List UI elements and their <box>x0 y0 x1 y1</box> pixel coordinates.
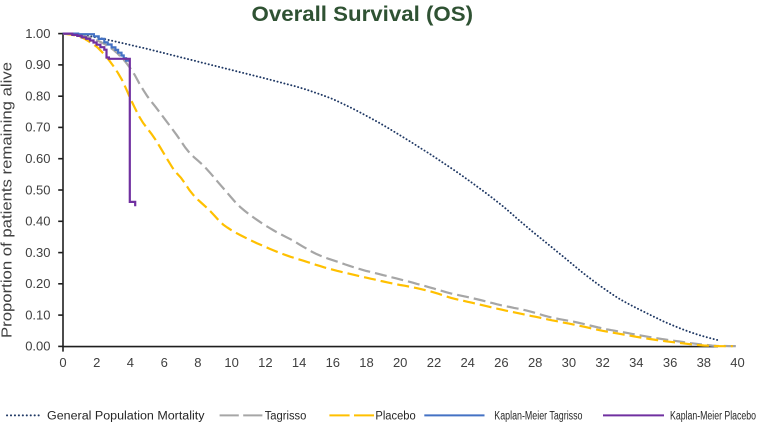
svg-text:0.50: 0.50 <box>25 182 50 197</box>
svg-text:26: 26 <box>494 355 508 370</box>
svg-text:18: 18 <box>359 355 373 370</box>
svg-text:0: 0 <box>59 355 66 370</box>
svg-text:40: 40 <box>730 355 744 370</box>
svg-text:0.20: 0.20 <box>25 276 50 291</box>
svg-text:10: 10 <box>224 355 238 370</box>
svg-text:16: 16 <box>326 355 340 370</box>
svg-text:0.70: 0.70 <box>25 120 50 135</box>
svg-text:0.00: 0.00 <box>25 339 50 354</box>
svg-text:14: 14 <box>292 355 306 370</box>
svg-text:0.10: 0.10 <box>25 307 50 322</box>
svg-text:24: 24 <box>460 355 474 370</box>
svg-text:Placebo: Placebo <box>375 411 415 423</box>
svg-text:4: 4 <box>127 355 134 370</box>
svg-text:28: 28 <box>528 355 542 370</box>
svg-text:8: 8 <box>194 355 201 370</box>
svg-text:0.90: 0.90 <box>25 57 50 72</box>
svg-text:Overall Survival (OS): Overall Survival (OS) <box>252 2 474 26</box>
svg-text:32: 32 <box>595 355 609 370</box>
svg-text:0.80: 0.80 <box>25 89 50 104</box>
svg-text:6: 6 <box>161 355 168 370</box>
svg-text:20: 20 <box>393 355 407 370</box>
svg-text:Proportion of patients remaini: Proportion of patients remaining alive <box>0 62 16 338</box>
svg-text:0.30: 0.30 <box>25 245 50 260</box>
svg-text:22: 22 <box>427 355 441 370</box>
svg-text:1.00: 1.00 <box>25 26 50 41</box>
svg-text:Kaplan-Meier Tagrisso: Kaplan-Meier Tagrisso <box>494 411 582 423</box>
svg-text:38: 38 <box>697 355 711 370</box>
svg-text:0.40: 0.40 <box>25 214 50 229</box>
svg-text:Tagrisso: Tagrisso <box>265 411 307 423</box>
svg-text:0.60: 0.60 <box>25 151 50 166</box>
svg-text:General Population Mortality: General Population Mortality <box>47 411 205 423</box>
svg-text:12: 12 <box>258 355 272 370</box>
svg-text:36: 36 <box>663 355 677 370</box>
svg-text:30: 30 <box>562 355 576 370</box>
svg-text:34: 34 <box>629 355 643 370</box>
svg-text:Kaplan-Meier Placebo: Kaplan-Meier Placebo <box>670 411 756 423</box>
svg-text:2: 2 <box>93 355 100 370</box>
